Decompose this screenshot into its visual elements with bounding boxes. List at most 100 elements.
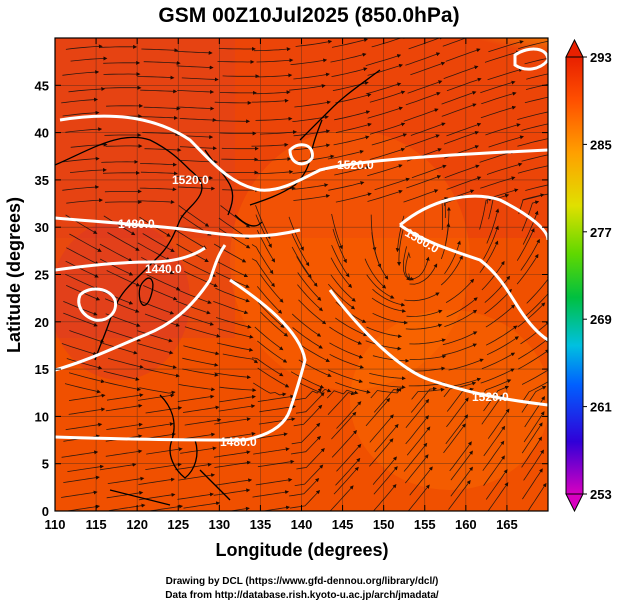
streamline	[66, 247, 100, 265]
streamline	[63, 312, 98, 327]
streamline	[214, 417, 251, 425]
streamline	[137, 343, 174, 355]
streamline	[527, 482, 547, 511]
credit-data: Data from http://database.rish.kyoto-u.a…	[165, 590, 439, 601]
streamline	[372, 312, 408, 325]
streamline	[369, 414, 394, 443]
streamline	[291, 313, 322, 337]
streamline	[259, 404, 296, 413]
streamline	[65, 127, 103, 133]
streamline	[177, 289, 212, 304]
streamline	[177, 89, 215, 94]
streamline	[140, 115, 178, 120]
streamline	[217, 328, 254, 339]
streamline	[335, 93, 372, 104]
streamline	[331, 67, 368, 77]
streamline	[480, 368, 515, 384]
streamline	[140, 89, 178, 94]
streamline	[411, 164, 447, 179]
streamline	[479, 197, 493, 230]
streamline	[252, 382, 287, 397]
streamline	[176, 243, 209, 262]
streamline	[526, 73, 548, 80]
streamline	[290, 371, 325, 389]
streamline	[526, 275, 548, 304]
colorbar-tick-label: 285	[590, 137, 612, 152]
streamline	[143, 285, 178, 301]
streamline	[145, 406, 183, 414]
streamline	[292, 327, 323, 349]
streamline	[144, 313, 180, 327]
streamline	[219, 386, 257, 393]
streamline	[290, 435, 321, 455]
streamline	[256, 286, 283, 314]
streamline	[331, 411, 357, 440]
streamline	[517, 111, 548, 120]
streamline	[217, 59, 255, 64]
streamline	[484, 288, 512, 315]
y-axis-label: Latitude (degrees)	[4, 197, 24, 353]
streamline	[409, 354, 447, 360]
streamline	[404, 134, 440, 148]
streamline	[105, 403, 143, 412]
colorbar-tick-label: 293	[590, 50, 612, 65]
streamline	[69, 330, 105, 344]
x-tick-label: 115	[86, 517, 107, 532]
streamline	[218, 228, 251, 249]
colorbar-bottom-arrow	[565, 493, 584, 513]
streamline	[364, 258, 387, 289]
streamline	[444, 164, 480, 179]
streamline	[68, 87, 106, 93]
x-tick-label: 130	[208, 517, 230, 532]
streamline	[142, 131, 180, 136]
streamline	[213, 488, 251, 496]
streamline	[443, 131, 479, 145]
streamline	[446, 297, 478, 318]
streamline	[405, 323, 443, 330]
streamline	[440, 222, 451, 260]
streamline	[290, 58, 328, 65]
streamline	[174, 229, 207, 250]
streamline	[373, 466, 398, 495]
streamline	[450, 450, 473, 481]
plot-area: 1520.0 1520.0 1480.0 1560.0 1440.0 1520.…	[55, 38, 548, 511]
streamline	[143, 60, 181, 65]
streamline	[404, 292, 440, 302]
streamline	[218, 404, 256, 412]
streamline	[184, 326, 221, 338]
streamline	[143, 368, 180, 378]
streamline	[328, 369, 364, 384]
streamline	[219, 131, 257, 136]
contour-label: 1520.0	[337, 158, 374, 172]
streamline	[296, 256, 318, 287]
streamline	[66, 198, 104, 204]
y-tick-label: 35	[35, 173, 49, 188]
streamline	[252, 490, 290, 498]
streamline	[295, 392, 325, 414]
x-tick-label: 120	[126, 517, 148, 532]
streamline	[61, 97, 99, 104]
height-contours	[55, 47, 548, 442]
streamline	[369, 147, 406, 160]
streamline	[178, 473, 216, 481]
streamline	[488, 135, 525, 148]
streamline	[369, 122, 406, 135]
streamline	[441, 103, 477, 117]
streamline	[334, 165, 371, 176]
streamline	[106, 490, 144, 499]
streamline	[481, 260, 505, 291]
streamline	[176, 175, 214, 180]
x-tick-label: 160	[455, 517, 477, 532]
streamline	[367, 63, 404, 76]
streamline	[103, 60, 141, 65]
streamline	[365, 340, 402, 351]
streamline	[409, 338, 446, 345]
streamline	[99, 243, 133, 262]
streamline	[403, 442, 428, 472]
y-tick-label: 10	[35, 409, 49, 424]
streamline	[369, 90, 406, 103]
streamline	[521, 123, 548, 131]
streamline	[107, 476, 145, 484]
streamline	[441, 343, 478, 356]
streamline	[182, 368, 219, 377]
